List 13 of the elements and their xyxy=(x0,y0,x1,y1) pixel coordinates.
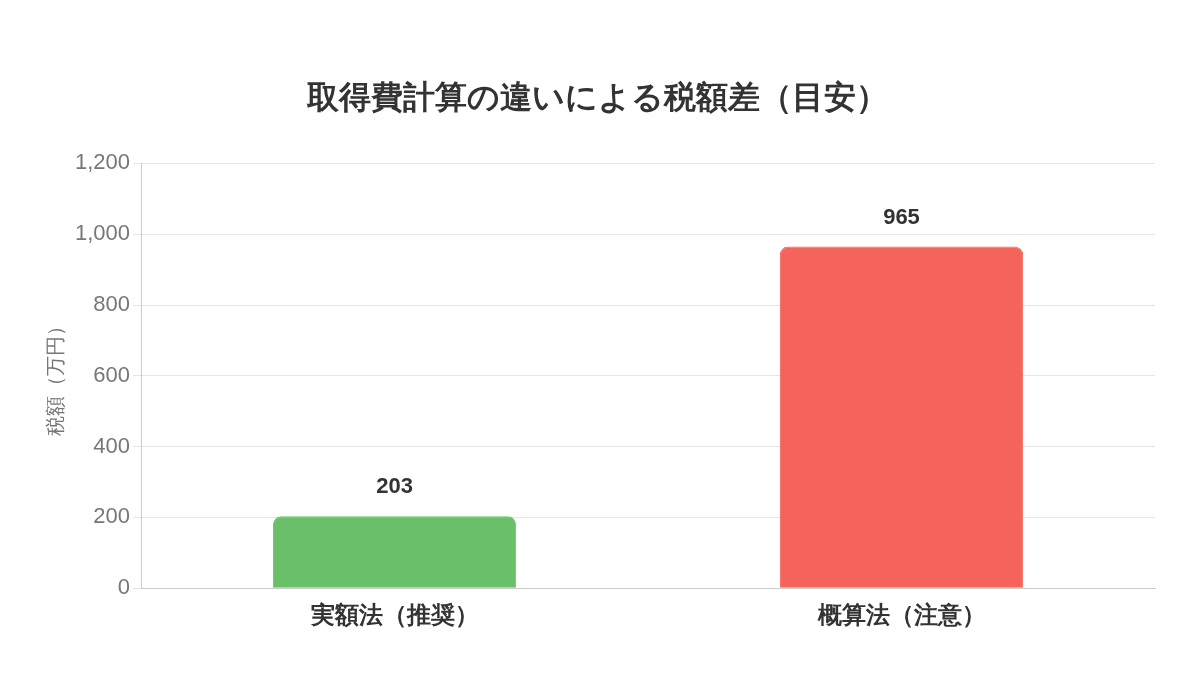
y-tick-label: 600 xyxy=(93,361,131,387)
y-tick-label: 800 xyxy=(93,291,131,317)
y-tick-label: 0 xyxy=(117,574,131,600)
y-tick-label: 200 xyxy=(93,503,131,529)
data-label: 965 xyxy=(883,203,920,229)
data-label: 203 xyxy=(376,473,413,499)
x-tick-label: 概算法（注意） xyxy=(816,601,986,629)
chart-title: 取得費計算の違いによる税額差（目安） xyxy=(306,79,888,116)
y-tick-label: 1,000 xyxy=(74,220,131,246)
x-tick-label: 実額法（推奨） xyxy=(309,601,479,629)
y-tick-label: 1,200 xyxy=(74,149,131,175)
y-axis-title: 税額（万円） xyxy=(43,315,66,436)
y-tick-label: 400 xyxy=(93,432,131,458)
